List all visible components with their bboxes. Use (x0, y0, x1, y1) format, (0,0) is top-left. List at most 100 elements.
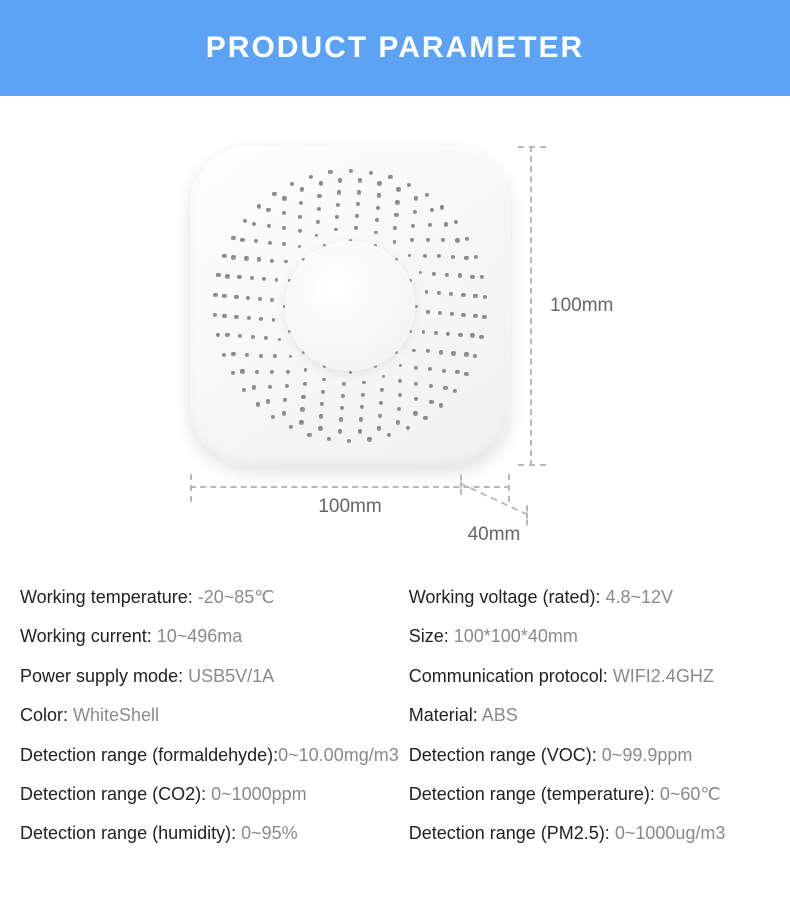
grille-dot (367, 437, 371, 441)
spec-value: 0~1000ug/m3 (615, 823, 726, 843)
dimension-label: 100mm (550, 295, 613, 317)
grille-dot (243, 219, 247, 223)
grille-dot (434, 331, 438, 335)
grille-dot (451, 255, 455, 259)
spec-value: 100*100*40mm (454, 626, 578, 646)
spec-row: Working current: 10~496ma (20, 625, 399, 648)
grille-dot (318, 426, 322, 430)
grille-dot (285, 384, 289, 388)
grille-dot (454, 220, 458, 224)
grille-dot (225, 274, 229, 278)
grille-dot (439, 350, 443, 354)
grille-dot (234, 315, 238, 319)
grille-dot (264, 336, 268, 340)
grille-dot (300, 407, 304, 411)
grille-dot (298, 215, 302, 219)
grille-dot (414, 196, 418, 200)
spec-label: Detection range (VOC): (409, 745, 602, 765)
grille-dot (282, 196, 286, 200)
grille-dot (289, 425, 293, 429)
grille-dot (341, 394, 345, 398)
grille-dot (399, 364, 403, 368)
grille-dot (430, 208, 434, 212)
grille-dot (328, 170, 332, 174)
grille-dot (268, 385, 272, 389)
grille-dot (464, 256, 468, 260)
grille-dot (213, 293, 217, 297)
grille-dot (470, 275, 474, 279)
spec-row: Detection range (formaldehyde):0~10.00mg… (20, 744, 399, 767)
spec-value: 0~95% (241, 823, 298, 843)
grille-dot (275, 278, 279, 282)
spec-label: Working voltage (rated): (409, 587, 606, 607)
grille-dot (271, 415, 275, 419)
grille-dot (301, 395, 305, 399)
grille-dot (222, 254, 226, 258)
grille-dot (423, 254, 427, 258)
spec-value: WhiteShell (73, 705, 159, 725)
grille-dot (446, 332, 450, 336)
grille-dot (327, 437, 331, 441)
grille-dot (216, 333, 220, 337)
grille-dot (413, 210, 417, 214)
grille-dot (289, 355, 293, 359)
dimension-label: 40mm (460, 524, 528, 546)
spec-label: Working current: (20, 626, 157, 646)
grille-dot (357, 190, 361, 194)
grille-dot (339, 417, 343, 421)
grille-dot (315, 234, 319, 238)
grille-dot (361, 393, 365, 397)
grille-dot (273, 354, 277, 358)
grille-dot (300, 187, 304, 191)
spec-label: Detection range (PM2.5): (409, 823, 615, 843)
grille-dot (423, 416, 427, 420)
grille-dot (437, 291, 441, 295)
grille-dot (450, 312, 454, 316)
grille-dot (252, 222, 256, 226)
grille-dot (355, 214, 359, 218)
grille-dot (338, 429, 342, 433)
grille-dot (455, 238, 459, 242)
spec-row: Detection range (humidity): 0~95% (20, 822, 399, 845)
grille-dot (411, 224, 415, 228)
grille-dot (244, 256, 248, 260)
grille-dot (299, 201, 303, 205)
grille-dot (354, 226, 358, 230)
grille-dot (251, 335, 255, 339)
spec-label: Detection range (temperature): (409, 784, 660, 804)
grille-dot (375, 218, 379, 222)
grille-dot (359, 417, 363, 421)
grille-dot (270, 370, 274, 374)
grille-dot (465, 237, 469, 241)
grille-dot (222, 314, 226, 318)
grille-dot (283, 398, 287, 402)
grille-dot (377, 181, 381, 185)
grille-dot (299, 420, 303, 424)
grille-dot (320, 402, 324, 406)
grille-dot (259, 354, 263, 358)
spec-label: Communication protocol: (409, 666, 613, 686)
grille-dot (379, 401, 383, 405)
grille-dot (480, 275, 484, 279)
grille-dot (422, 330, 426, 334)
grille-dot (231, 352, 235, 356)
grille-dot (319, 414, 323, 418)
grille-dot (441, 238, 445, 242)
grille-dot (474, 255, 478, 259)
grille-dot (303, 382, 307, 386)
grille-dot (222, 294, 226, 298)
grille-dot (414, 382, 418, 386)
grille-dot (473, 294, 477, 298)
grille-dot (238, 334, 242, 338)
specs-grid: Working temperature: -20~85℃Working volt… (0, 586, 790, 846)
grille-dot (335, 215, 339, 219)
grille-dot (438, 311, 442, 315)
grille-dot (272, 318, 276, 322)
grille-dot (247, 316, 251, 320)
grille-dot (376, 206, 380, 210)
grille-dot (413, 411, 417, 415)
grille-dot (268, 241, 272, 245)
grille-dot (426, 238, 430, 242)
grille-dot (284, 260, 288, 264)
grille-dot (461, 293, 465, 297)
